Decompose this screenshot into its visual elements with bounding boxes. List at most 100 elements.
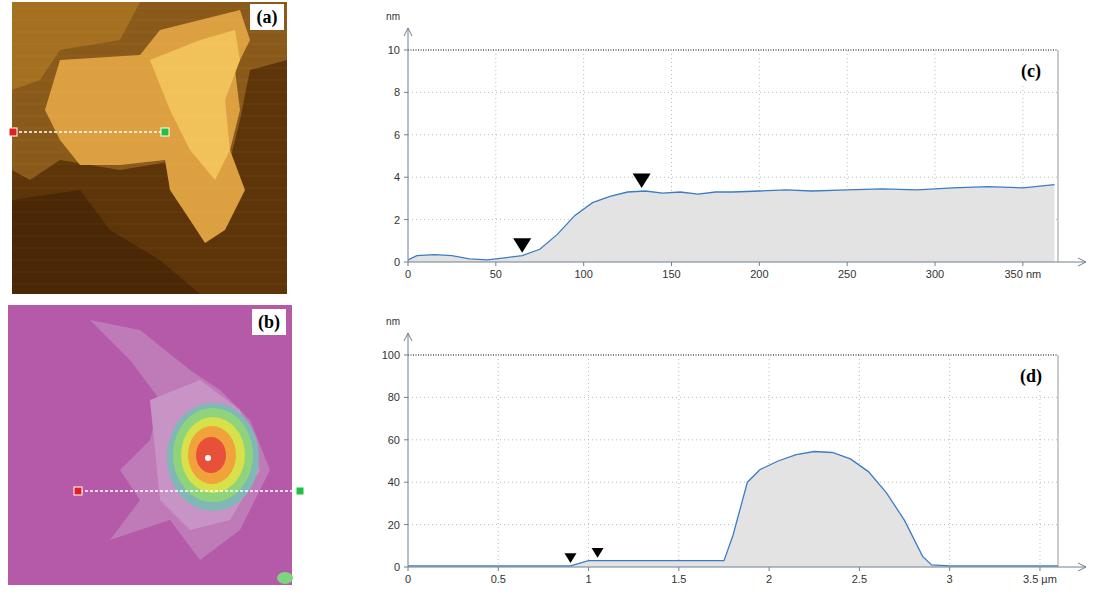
scan-line bbox=[12, 176, 287, 177]
label-patch bbox=[250, 4, 284, 30]
blob-small bbox=[277, 572, 293, 584]
y-tick-label: 0 bbox=[394, 561, 400, 573]
profile-chart: 050100150200250300350 nm0246810nm(c) bbox=[386, 11, 1086, 280]
scan-line bbox=[12, 116, 287, 117]
y-tick-label: 20 bbox=[388, 519, 400, 531]
x-tick bbox=[671, 262, 672, 266]
grid-line bbox=[588, 355, 589, 567]
x-axis bbox=[408, 567, 1086, 568]
cursor-marker bbox=[565, 553, 577, 563]
y-tick bbox=[404, 439, 408, 440]
y-tick bbox=[404, 219, 408, 220]
x-axis-arrow bbox=[1078, 563, 1086, 571]
grid-line bbox=[408, 134, 1058, 135]
scan-line bbox=[12, 284, 287, 285]
scan-line bbox=[12, 248, 287, 249]
profile-start bbox=[9, 128, 17, 136]
terrace bbox=[12, 190, 200, 294]
x-tick-label: 0 bbox=[405, 268, 411, 280]
blob-core bbox=[196, 437, 226, 473]
y-axis-label: nm bbox=[386, 316, 400, 327]
terrace bbox=[90, 320, 270, 560]
profile-area bbox=[408, 185, 1055, 262]
panel-label: (c) bbox=[1021, 61, 1041, 82]
label-patch bbox=[1014, 363, 1048, 389]
grid-line bbox=[408, 49, 1058, 51]
grid-line bbox=[678, 355, 679, 567]
data-group bbox=[408, 452, 1058, 568]
x-tick bbox=[1022, 262, 1023, 266]
x-tick-label: 1 bbox=[585, 573, 591, 585]
panel-label: (b) bbox=[258, 312, 280, 333]
y-tick bbox=[404, 355, 408, 356]
scan-line bbox=[12, 44, 287, 45]
x-tick bbox=[495, 262, 496, 266]
profile-end bbox=[296, 487, 304, 495]
scan-line bbox=[12, 32, 287, 33]
terrace bbox=[150, 380, 260, 530]
y-axis-label: nm bbox=[386, 11, 400, 22]
y-axis-arrow bbox=[404, 333, 412, 341]
profile-end bbox=[161, 128, 169, 136]
profile-chart: 00.511.522.533.5 µm020406080100nm(d) bbox=[382, 316, 1086, 585]
scan-line bbox=[12, 188, 287, 189]
x-tick bbox=[498, 567, 499, 571]
x-tick bbox=[1039, 567, 1040, 571]
x-axis-arrow bbox=[1078, 258, 1086, 266]
grid-line bbox=[408, 354, 1058, 356]
x-tick bbox=[769, 567, 770, 571]
scan-line bbox=[12, 152, 287, 153]
x-tick-label: 50 bbox=[490, 268, 502, 280]
y-axis bbox=[408, 333, 409, 567]
x-tick bbox=[847, 262, 848, 266]
scan-line bbox=[12, 236, 287, 237]
island-top bbox=[150, 30, 240, 180]
scan-line bbox=[12, 128, 287, 129]
x-tick-label: 0 bbox=[405, 573, 411, 585]
image-ground bbox=[12, 2, 287, 294]
y-tick-label: 40 bbox=[388, 476, 400, 488]
profile-start bbox=[74, 487, 82, 495]
plot-frame bbox=[1058, 50, 1059, 262]
profile-line bbox=[408, 185, 1055, 260]
data-group bbox=[408, 185, 1055, 262]
grid-line bbox=[498, 355, 499, 567]
figure: (a)(b)050100150200250300350 nm0246810nm(… bbox=[0, 0, 1106, 599]
x-tick-label: 2 bbox=[766, 573, 772, 585]
y-tick-label: 4 bbox=[394, 171, 400, 183]
y-tick bbox=[404, 92, 408, 93]
scan-line bbox=[12, 8, 287, 9]
blob-ring bbox=[167, 403, 259, 511]
x-tick-label: 300 bbox=[926, 268, 944, 280]
profile-line bbox=[80, 490, 300, 492]
x-tick-label: 250 bbox=[838, 268, 856, 280]
grid-line bbox=[495, 50, 496, 262]
x-axis bbox=[408, 262, 1086, 263]
cursor-marker bbox=[513, 238, 531, 252]
x-tick bbox=[935, 262, 936, 266]
scan-line bbox=[12, 212, 287, 213]
scan-line bbox=[12, 92, 287, 93]
x-tick-label: 200 bbox=[750, 268, 768, 280]
y-tick-label: 100 bbox=[382, 349, 400, 361]
y-tick-label: 6 bbox=[394, 129, 400, 141]
y-tick-label: 2 bbox=[394, 214, 400, 226]
y-tick bbox=[404, 262, 408, 263]
y-axis bbox=[408, 28, 409, 262]
scan-line bbox=[12, 260, 287, 261]
x-tick bbox=[949, 567, 950, 571]
label-patch bbox=[1014, 58, 1048, 84]
scan-line bbox=[12, 224, 287, 225]
grid-line bbox=[408, 482, 1058, 483]
afm-image-a bbox=[9, 2, 287, 294]
y-tick-label: 80 bbox=[388, 391, 400, 403]
cursor-marker bbox=[633, 174, 651, 188]
y-tick-label: 10 bbox=[388, 44, 400, 56]
scan-line bbox=[12, 140, 287, 141]
x-tick bbox=[759, 262, 760, 266]
scan-line bbox=[12, 272, 287, 273]
scan-line bbox=[12, 104, 287, 105]
grid-line bbox=[949, 355, 950, 567]
x-tick bbox=[859, 567, 860, 571]
x-tick bbox=[678, 567, 679, 571]
